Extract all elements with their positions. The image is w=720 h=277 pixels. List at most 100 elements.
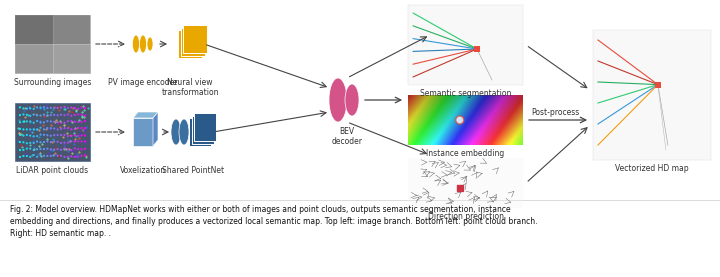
- Point: [24, 141, 36, 145]
- Ellipse shape: [171, 119, 181, 145]
- Point: [48, 147, 60, 152]
- Point: [18, 133, 30, 138]
- Point: [42, 126, 53, 130]
- Point: [79, 153, 91, 157]
- Point: [32, 139, 43, 144]
- Point: [28, 107, 40, 111]
- Point: [38, 133, 50, 137]
- Point: [14, 105, 26, 109]
- Point: [14, 133, 26, 137]
- Point: [45, 126, 57, 130]
- FancyBboxPatch shape: [194, 113, 216, 141]
- Point: [42, 139, 53, 144]
- Point: [45, 154, 57, 158]
- Point: [73, 126, 84, 130]
- Point: [38, 105, 50, 109]
- Point: [32, 105, 43, 110]
- Point: [79, 106, 91, 111]
- Point: [28, 141, 40, 145]
- Point: [66, 139, 77, 144]
- Point: [59, 155, 71, 159]
- Bar: [655, 82, 661, 88]
- Point: [66, 119, 77, 123]
- Point: [66, 127, 77, 132]
- Point: [45, 147, 57, 152]
- Point: [42, 106, 53, 110]
- Point: [62, 112, 73, 117]
- Bar: [53, 44, 90, 73]
- Point: [38, 112, 50, 117]
- Point: [32, 134, 43, 138]
- Point: [32, 113, 43, 117]
- Point: [32, 127, 43, 132]
- Point: [45, 113, 57, 117]
- Point: [28, 112, 40, 117]
- Bar: [593, 30, 711, 160]
- Bar: [474, 46, 480, 52]
- Ellipse shape: [456, 116, 464, 124]
- Text: Instance embedding: Instance embedding: [426, 149, 505, 158]
- Point: [28, 120, 40, 125]
- Point: [59, 113, 71, 117]
- Point: [18, 154, 30, 158]
- Bar: [53, 15, 90, 44]
- Point: [62, 126, 73, 130]
- Ellipse shape: [345, 84, 359, 116]
- Point: [59, 146, 71, 151]
- Point: [52, 113, 63, 117]
- Text: Fig. 2: Model overview. HDMapNet works with either or both of images and point c: Fig. 2: Model overview. HDMapNet works w…: [10, 205, 510, 214]
- Text: PV image encoder: PV image encoder: [108, 78, 178, 87]
- Point: [59, 120, 71, 125]
- Text: Surrounding images: Surrounding images: [14, 78, 91, 87]
- Text: Semantic segmentation: Semantic segmentation: [420, 89, 511, 98]
- Text: Vectorized HD map: Vectorized HD map: [615, 164, 689, 173]
- Point: [62, 134, 73, 138]
- Point: [45, 106, 57, 110]
- Point: [79, 133, 91, 138]
- Polygon shape: [153, 112, 158, 146]
- Point: [66, 154, 77, 158]
- Point: [21, 133, 32, 137]
- Point: [28, 127, 40, 132]
- Point: [76, 147, 87, 152]
- Point: [52, 106, 63, 110]
- Point: [42, 133, 53, 137]
- Point: [55, 105, 67, 110]
- Text: Neural view
transformation: Neural view transformation: [161, 78, 219, 98]
- Point: [79, 147, 91, 151]
- Point: [59, 140, 71, 145]
- Point: [24, 114, 36, 118]
- Point: [21, 154, 32, 158]
- Point: [42, 154, 53, 158]
- Point: [18, 119, 30, 124]
- Point: [62, 155, 73, 159]
- Point: [38, 147, 50, 151]
- Point: [76, 112, 87, 117]
- Point: [35, 113, 46, 118]
- Point: [73, 120, 84, 124]
- Point: [73, 139, 84, 143]
- Point: [24, 119, 36, 124]
- Point: [38, 140, 50, 144]
- Point: [73, 147, 84, 151]
- Point: [69, 106, 81, 110]
- Point: [69, 133, 81, 137]
- Ellipse shape: [329, 78, 347, 122]
- Point: [52, 153, 63, 158]
- Text: Right: HD semantic map. .: Right: HD semantic map. .: [10, 229, 111, 238]
- Text: Direction prediction: Direction prediction: [428, 212, 503, 221]
- Point: [69, 146, 81, 151]
- Ellipse shape: [140, 35, 146, 53]
- Point: [76, 139, 87, 144]
- Point: [42, 114, 53, 118]
- Point: [21, 146, 32, 151]
- Point: [69, 119, 81, 124]
- Point: [52, 140, 63, 144]
- Point: [35, 125, 46, 130]
- Point: [18, 127, 30, 132]
- Point: [35, 120, 46, 125]
- Point: [55, 120, 67, 125]
- Point: [24, 147, 36, 151]
- Point: [76, 105, 87, 110]
- Point: [45, 134, 57, 138]
